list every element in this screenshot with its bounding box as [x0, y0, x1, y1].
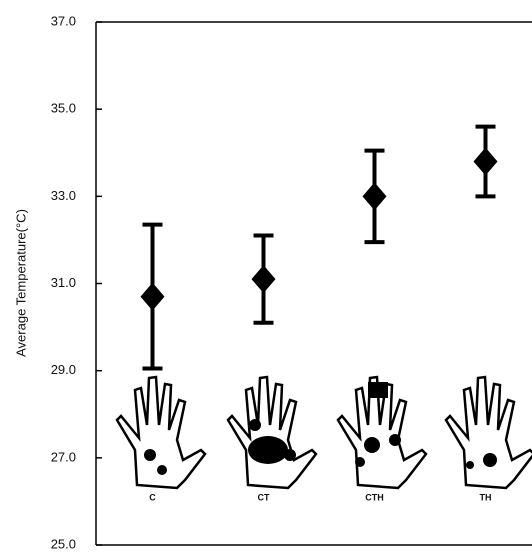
y-tick-label: 25.0	[51, 536, 76, 551]
diamond-marker	[362, 182, 387, 211]
y-tick-label: 27.0	[51, 449, 76, 464]
y-tick-label: 33.0	[51, 188, 76, 203]
diamond-marker	[251, 265, 276, 294]
diamond-marker	[473, 147, 498, 176]
diamond-marker	[140, 282, 165, 311]
y-axis-label: Average Temperature(°C)	[13, 209, 28, 357]
y-tick-label: 31.0	[51, 275, 76, 290]
hand-illustrations	[115, 375, 532, 490]
x-category-label: TH	[480, 492, 492, 502]
y-tick-label: 35.0	[51, 101, 76, 116]
y-tick-label: 37.0	[51, 13, 76, 28]
x-category-label: CTH	[365, 492, 384, 502]
x-category-label: CT	[258, 492, 270, 502]
x-category-label: C	[149, 492, 156, 502]
y-tick-label: 29.0	[51, 362, 76, 377]
